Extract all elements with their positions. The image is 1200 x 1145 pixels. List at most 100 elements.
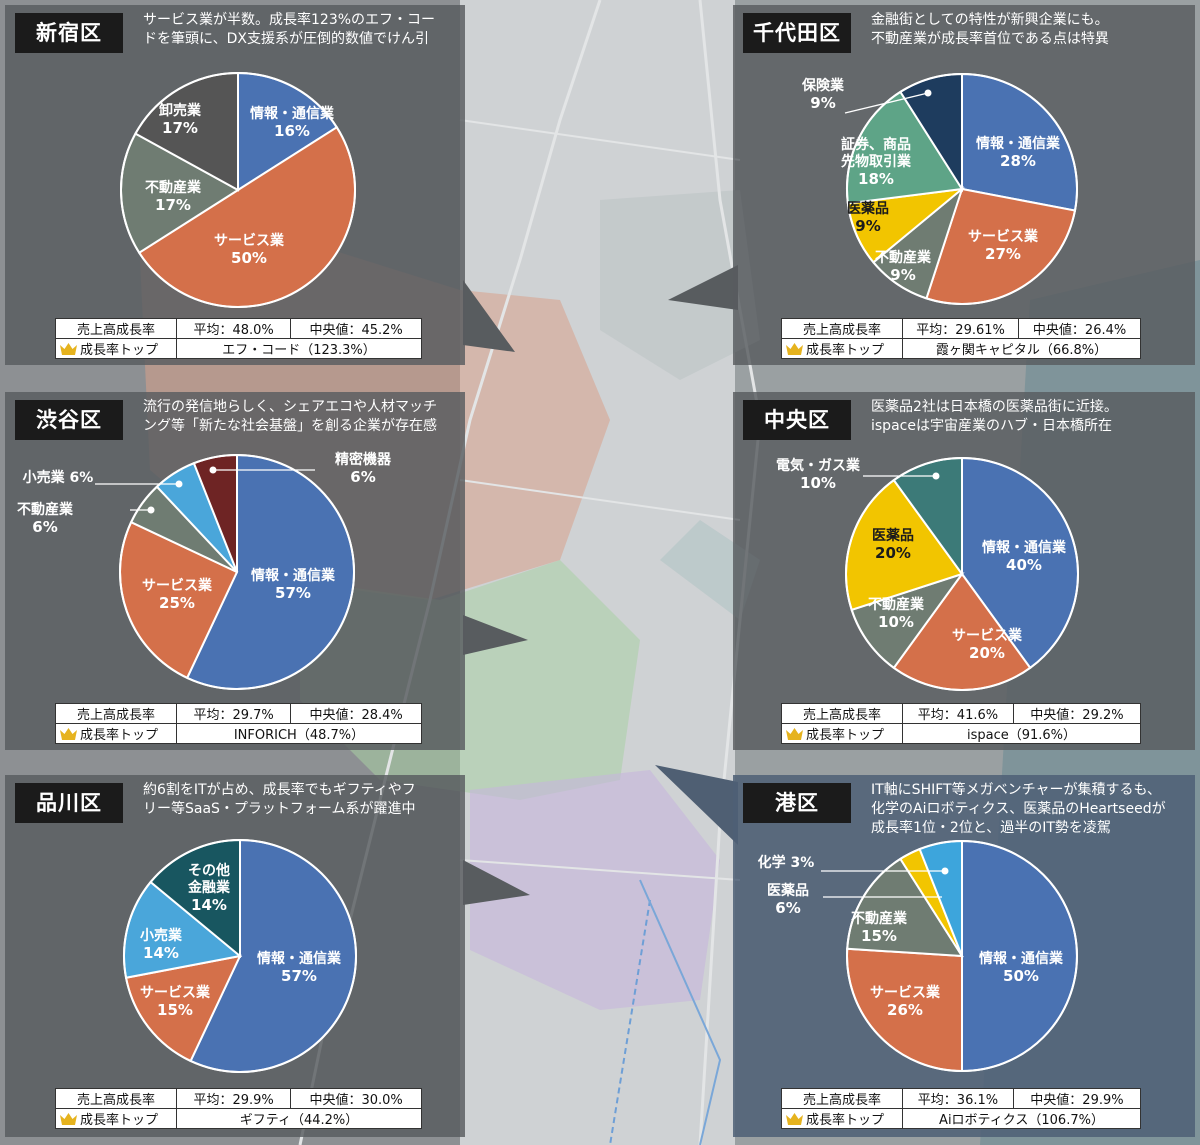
pie-outline (120, 72, 356, 308)
top-label-cell: 成長率トップ (781, 723, 903, 744)
slice-label: 不動産業 (868, 596, 925, 613)
slice-label: 化学 3% (758, 854, 815, 871)
leader-dot (147, 506, 155, 514)
stats-table: 売上高成長率 平均：48.0% 中央値：45.2% 成長率トップ エフ・コード（… (55, 318, 422, 359)
desc-line: 不動産業が成長率首位である点は特異 (871, 31, 1109, 47)
slice-percent: 15% (157, 1001, 193, 1019)
slice-label: 不動産業 (145, 179, 202, 196)
stat-median: 中央値：26.4% (1018, 318, 1141, 339)
ward-description: サービス業が半数。成長率123%のエフ・コー ドを筆頭に、DX支援系が圧倒的数値… (143, 11, 457, 49)
top-label: 成長率トップ (80, 728, 159, 743)
stat-label: 売上高成長率 (55, 318, 177, 339)
stat-average: 平均：41.6% (902, 703, 1014, 724)
slice-percent: 28% (1000, 152, 1036, 170)
slice-percent: 18% (858, 170, 894, 188)
stat-average: 平均：36.1% (902, 1088, 1014, 1109)
desc-line: ング等「新たな社会基盤」を創る企業が存在感 (143, 418, 437, 434)
top-label-cell: 成長率トップ (55, 338, 177, 359)
slice-percent: 26% (887, 1001, 923, 1019)
top-company: INFORICH（48.7%） (176, 723, 422, 744)
ward-description: IT軸にSHIFT等メガベンチャーが集積するも、 化学のAiロボティクス、医薬品… (871, 781, 1187, 838)
slice-label: 医薬品 (847, 200, 889, 217)
ward-description: 医薬品2社は日本橋の医薬品街に近接。 ispaceは宇宙産業のハブ・日本橋所在 (871, 398, 1187, 436)
slice-percent: 15% (861, 927, 897, 945)
stats-table: 売上高成長率 平均：41.6% 中央値：29.2% 成長率トップ ispace（… (781, 703, 1142, 744)
ward-name: 港区 (743, 783, 851, 823)
crown-icon (60, 343, 77, 355)
slice-label: その他 (188, 862, 230, 879)
ward-description: 約6割をITが占め、成長率でもギフティやフ リー等SaaS・プラットフォーム系が… (143, 781, 457, 819)
desc-line: ドを筆頭に、DX支援系が圧倒的数値でけん引 (143, 31, 429, 47)
pie-outline (846, 840, 1078, 1072)
top-label-cell: 成長率トップ (55, 723, 177, 744)
desc-line: 金融街としての特性が新興企業にも。 (871, 12, 1109, 28)
slice-percent: 57% (281, 967, 317, 985)
pie-outline (119, 454, 355, 690)
crown-icon (60, 1113, 77, 1125)
desc-line: 医薬品2社は日本橋の医薬品街に近接。 (871, 399, 1118, 415)
ward-description: 金融街としての特性が新興企業にも。 不動産業が成長率首位である点は特異 (871, 11, 1187, 49)
ward-name: 品川区 (15, 783, 123, 823)
stats-table: 売上高成長率 平均：29.61% 中央値：26.4% 成長率トップ 霞ヶ関キャピ… (781, 318, 1141, 359)
leader-dot (924, 89, 932, 97)
desc-line: ispaceは宇宙産業のハブ・日本橋所在 (871, 418, 1112, 434)
slice-label: 医薬品 (872, 527, 914, 544)
slice-label: 電気・ガス業 (776, 457, 861, 474)
slice-percent: 25% (159, 594, 195, 612)
slice-percent: 50% (231, 249, 267, 267)
pie-outline (846, 73, 1078, 305)
stat-median: 中央値：29.2% (1012, 703, 1142, 724)
slice-percent: 9% (855, 217, 880, 235)
pie-outline (845, 457, 1079, 691)
crown-icon (786, 1113, 803, 1125)
slice-percent: 40% (1006, 556, 1042, 574)
stats-table: 売上高成長率 平均：36.1% 中央値：29.9% 成長率トップ Aiロボティク… (781, 1088, 1142, 1129)
desc-line: サービス業が半数。成長率123%のエフ・コー (143, 12, 436, 28)
top-label-cell: 成長率トップ (781, 338, 903, 359)
top-label: 成長率トップ (806, 728, 885, 743)
top-label-cell: 成長率トップ (781, 1108, 903, 1129)
slice-percent: 20% (875, 544, 911, 562)
stat-median: 中央値：45.2% (290, 318, 422, 339)
top-company: ispace（91.6%） (902, 723, 1141, 744)
slice-label: 保険業 (801, 77, 845, 94)
slice-label: 不動産業 (875, 249, 932, 266)
top-label: 成長率トップ (806, 1113, 885, 1128)
slice-label: 精密機器 (335, 451, 392, 468)
top-company: ギフティ（44.2%） (176, 1108, 422, 1129)
panel-chuo: 中央区 医薬品2社は日本橋の医薬品街に近接。 ispaceは宇宙産業のハブ・日本… (733, 392, 1195, 750)
slice-label: サービス業 (142, 577, 213, 594)
slice-label: サービス業 (968, 228, 1039, 245)
slice-label: 金融業 (187, 879, 231, 896)
pie-chart-chiyoda: 情報・通信業28%サービス業27%不動産業9%医薬品9%証券、商品先物取引業18… (801, 72, 1078, 305)
slice-label: 先物取引業 (841, 153, 912, 170)
leader-line (844, 92, 929, 114)
stat-label: 売上高成長率 (781, 318, 903, 339)
slice-percent: 14% (143, 944, 179, 962)
ward-name: 中央区 (743, 400, 851, 440)
crown-icon (786, 343, 803, 355)
slice-percent: 14% (191, 896, 227, 914)
panel-minato: 港区 IT軸にSHIFT等メガベンチャーが集積するも、 化学のAiロボティクス、… (733, 775, 1195, 1137)
top-label-cell: 成長率トップ (55, 1108, 177, 1129)
panel-shinjuku: 新宿区 サービス業が半数。成長率123%のエフ・コー ドを筆頭に、DX支援系が圧… (5, 5, 465, 365)
stat-average: 平均：29.7% (175, 703, 292, 724)
slice-percent: 10% (878, 613, 914, 631)
crown-icon (786, 728, 803, 740)
slice-label: 不動産業 (851, 910, 908, 927)
slice-percent: 6% (32, 518, 57, 536)
slice-label: 小売業 (140, 927, 183, 944)
slice-label: 卸売業 (159, 102, 202, 119)
slice-label: 情報・通信業 (257, 950, 342, 967)
slice-label: サービス業 (952, 627, 1023, 644)
ward-name: 渋谷区 (15, 400, 123, 440)
leader-dot (932, 472, 940, 480)
desc-line: 約6割をITが占め、成長率でもギフティやフ (143, 782, 416, 798)
slice-label: サービス業 (870, 984, 941, 1001)
slice-label: 情報・通信業 (979, 950, 1064, 967)
slice-percent: 57% (275, 584, 311, 602)
